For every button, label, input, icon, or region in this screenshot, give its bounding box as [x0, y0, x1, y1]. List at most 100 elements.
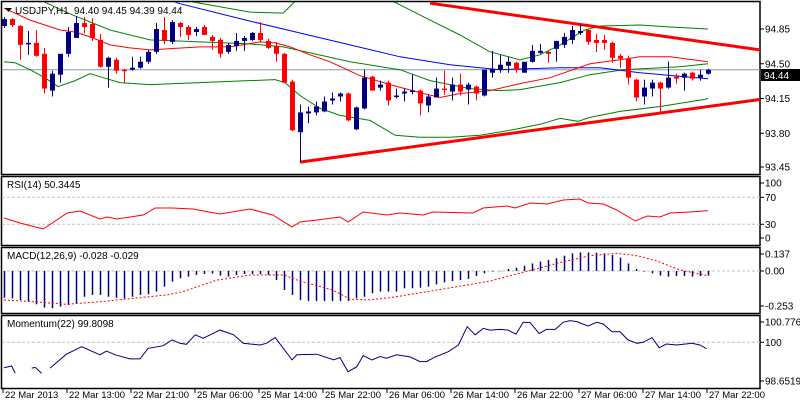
candle[interactable]	[586, 29, 591, 45]
candle[interactable]	[82, 17, 87, 33]
candle[interactable]	[434, 77, 439, 98]
candle[interactable]	[474, 85, 479, 101]
candle[interactable]	[274, 41, 279, 62]
candle[interactable]	[282, 52, 287, 83]
candle[interactable]	[634, 78, 639, 102]
candle[interactable]	[298, 104, 303, 163]
candle[interactable]	[226, 42, 231, 54]
candle[interactable]	[514, 61, 519, 73]
candle[interactable]	[666, 61, 671, 89]
candle[interactable]	[186, 25, 191, 40]
candle[interactable]	[266, 38, 271, 49]
candle[interactable]	[410, 74, 415, 95]
candle[interactable]	[402, 88, 407, 102]
candle[interactable]	[98, 33, 103, 68]
candle[interactable]	[562, 32, 567, 48]
candle[interactable]	[546, 50, 551, 63]
candle[interactable]	[2, 17, 7, 29]
candle[interactable]	[610, 41, 615, 63]
candle-body	[458, 84, 463, 92]
dropdown-triangle-icon[interactable]	[5, 8, 12, 12]
candle[interactable]	[330, 92, 335, 105]
candle[interactable]	[418, 89, 423, 116]
candle[interactable]	[58, 53, 63, 83]
candle[interactable]	[706, 68, 711, 75]
candle[interactable]	[498, 54, 503, 73]
candle[interactable]	[682, 72, 687, 91]
candle[interactable]	[34, 29, 39, 57]
candle[interactable]	[426, 94, 431, 113]
candle[interactable]	[690, 71, 695, 81]
candle[interactable]	[306, 106, 311, 124]
candle[interactable]	[26, 30, 31, 55]
candle[interactable]	[314, 101, 319, 116]
candle[interactable]	[154, 23, 159, 54]
candle[interactable]	[386, 80, 391, 106]
macd-panel[interactable]	[2, 252, 760, 309]
candle[interactable]	[570, 26, 575, 44]
candle[interactable]	[250, 31, 255, 41]
candle[interactable]	[370, 75, 375, 91]
candle[interactable]	[394, 88, 399, 99]
candle[interactable]	[170, 20, 175, 44]
candle[interactable]	[602, 34, 607, 50]
candle[interactable]	[114, 57, 119, 74]
candle[interactable]	[650, 79, 655, 97]
candle[interactable]	[90, 18, 95, 41]
candle[interactable]	[482, 69, 487, 97]
candle[interactable]	[466, 82, 471, 105]
candle[interactable]	[202, 25, 207, 35]
candle[interactable]	[18, 25, 23, 60]
candle[interactable]	[642, 79, 647, 105]
candle[interactable]	[258, 22, 263, 42]
candle[interactable]	[530, 44, 535, 63]
candle[interactable]	[50, 70, 55, 97]
rsi-panel[interactable]	[2, 196, 760, 230]
time-axis-label: 27 Mar 06:00	[581, 390, 637, 400]
candle-body	[442, 88, 447, 91]
candle[interactable]	[194, 27, 199, 36]
candle[interactable]	[346, 92, 351, 122]
candle[interactable]	[674, 73, 679, 84]
candle[interactable]	[242, 35, 247, 51]
candle[interactable]	[522, 61, 527, 73]
candle[interactable]	[10, 18, 15, 28]
candle[interactable]	[162, 17, 167, 44]
candle[interactable]	[122, 68, 127, 83]
candle[interactable]	[130, 56, 135, 71]
candle[interactable]	[362, 69, 367, 110]
candle[interactable]	[218, 37, 223, 58]
candle[interactable]	[490, 50, 495, 78]
candle[interactable]	[658, 81, 663, 114]
candle[interactable]	[42, 47, 47, 94]
candle[interactable]	[66, 27, 71, 57]
candle[interactable]	[442, 70, 447, 95]
candle-body	[530, 50, 535, 62]
candle[interactable]	[378, 80, 383, 91]
candle[interactable]	[354, 106, 359, 131]
candle[interactable]	[578, 24, 583, 35]
candle[interactable]	[178, 22, 183, 37]
candle[interactable]	[210, 34, 215, 50]
price-panel[interactable]	[2, 0, 760, 164]
candle[interactable]	[338, 92, 343, 102]
candle[interactable]	[458, 73, 463, 96]
candle[interactable]	[290, 79, 295, 132]
candle[interactable]	[234, 32, 239, 51]
candle[interactable]	[594, 33, 599, 52]
candle[interactable]	[146, 49, 151, 64]
candle[interactable]	[698, 69, 703, 81]
time-axis-label: 27 Mar 22:00	[709, 390, 765, 400]
candle[interactable]	[506, 56, 511, 73]
candle[interactable]	[322, 96, 327, 113]
candle[interactable]	[74, 16, 79, 38]
candle[interactable]	[138, 56, 143, 69]
momentum-panel[interactable]	[2, 320, 760, 374]
candle[interactable]	[618, 53, 623, 68]
candle[interactable]	[106, 56, 111, 88]
candle[interactable]	[554, 40, 559, 62]
candle[interactable]	[626, 55, 631, 85]
candle[interactable]	[538, 43, 543, 54]
candle[interactable]	[450, 77, 455, 101]
